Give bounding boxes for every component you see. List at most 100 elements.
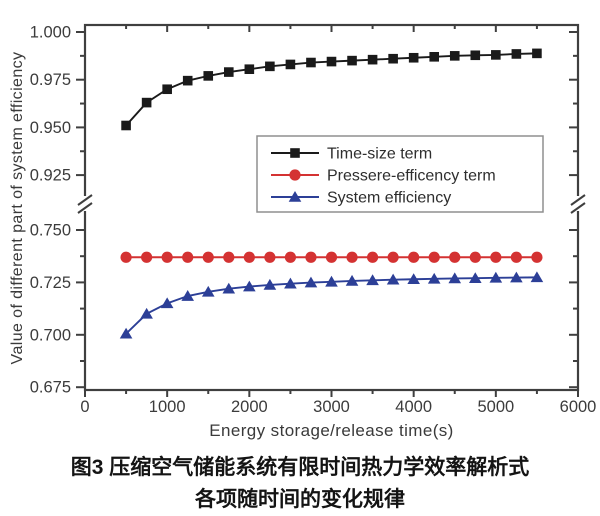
marker-circle — [202, 251, 214, 263]
marker-triangle — [304, 276, 318, 288]
marker-circle — [305, 251, 317, 263]
x-tick-label: 0 — [80, 398, 89, 416]
legend-item-time-size-term: Time-size term — [271, 146, 432, 163]
x-tick-label: 3000 — [313, 398, 350, 416]
legend-item-system-efficiency: System efficiency — [271, 190, 451, 207]
figure-caption: 图3 压缩空气储能系统有限时间热力学效率解析式 各项随时间的变化规律 — [0, 452, 600, 515]
marker-square — [408, 52, 419, 63]
series-time-size-term — [121, 48, 542, 131]
marker-square — [162, 84, 172, 95]
marker-triangle — [366, 274, 379, 286]
marker-triangle — [119, 327, 133, 339]
y-tick-label: 0.700 — [30, 326, 71, 344]
marker-triangle — [325, 275, 338, 287]
marker-square — [182, 75, 193, 86]
marker-circle — [408, 251, 420, 263]
marker-circle — [366, 251, 379, 263]
marker-square — [429, 52, 440, 62]
legend-label: Pressere-efficency term — [327, 168, 496, 185]
marker-circle — [289, 169, 301, 181]
figure-caption-line1: 图3 压缩空气储能系统有限时间热力学效率解析式 — [70, 456, 530, 479]
marker-triangle — [448, 272, 462, 284]
tick-labels: 0 1000 2000 3000 4000 5000 6000 1.000 0.975 0.950… — [30, 24, 597, 417]
series-pressere-efficency-term — [120, 251, 543, 263]
x-tick-label: 5000 — [477, 398, 514, 416]
marker-square — [244, 64, 255, 75]
marker-square — [290, 148, 300, 158]
marker-square — [511, 49, 522, 59]
marker-triangle — [345, 274, 359, 286]
x-axis-title: Energy storage/release time(s) — [209, 421, 454, 440]
marker-triangle — [407, 273, 420, 285]
marker-square — [367, 54, 378, 65]
marker-triangle — [510, 271, 523, 283]
marker-square — [203, 71, 214, 81]
legend-item-pressere-efficency-term: Pressere-efficency term — [271, 168, 496, 185]
marker-circle — [490, 251, 502, 263]
marker-triangle — [386, 273, 400, 285]
marker-triangle — [222, 282, 236, 294]
marker-circle — [387, 251, 399, 263]
marker-circle — [346, 251, 358, 263]
axis-break — [570, 194, 586, 214]
marker-triangle — [140, 307, 153, 319]
marker-square — [470, 50, 481, 61]
marker-circle — [469, 251, 481, 263]
marker-circle — [284, 251, 297, 263]
marker-circle — [325, 251, 338, 263]
y-tick-label: 0.925 — [30, 167, 71, 185]
marker-square — [532, 48, 542, 59]
marker-square — [326, 56, 337, 67]
y-tick-label: 0.725 — [30, 274, 71, 292]
marker-triangle — [181, 290, 195, 301]
marker-circle — [182, 251, 194, 263]
axis-break — [77, 194, 93, 214]
y-axis-title: Value of different part of system effici… — [9, 51, 26, 365]
marker-square — [306, 57, 316, 68]
y-tick-label: 0.950 — [30, 119, 71, 137]
series-system-efficiency — [119, 271, 544, 339]
marker-circle — [223, 251, 235, 263]
marker-square — [347, 55, 357, 66]
marker-triangle — [243, 280, 256, 292]
marker-square — [223, 67, 234, 77]
x-tick-label: 4000 — [395, 398, 432, 416]
marker-circle — [243, 251, 255, 263]
marker-triangle — [489, 271, 503, 283]
x-tick-label: 2000 — [231, 398, 268, 416]
marker-circle — [264, 251, 276, 263]
legend-label: System efficiency — [327, 190, 451, 207]
marker-triangle — [284, 277, 297, 289]
marker-circle — [141, 251, 153, 263]
figure-caption-line2: 各项随时间的变化规律 — [195, 487, 405, 511]
marker-circle — [531, 251, 543, 263]
marker-triangle — [263, 278, 277, 290]
legend: Time-size term Pressere-efficency term Sys… — [256, 135, 544, 213]
y-tick-label: 0.675 — [30, 379, 71, 397]
legend-label: Time-size term — [327, 146, 432, 163]
x-tick-label: 6000 — [560, 398, 597, 416]
chart-plot: 0 1000 2000 3000 4000 5000 6000 1.000 0.975 0.950… — [30, 24, 597, 417]
marker-triangle — [160, 297, 174, 309]
marker-square — [265, 61, 275, 72]
y-tick-label: 1.000 — [30, 24, 71, 42]
marker-triangle — [468, 272, 482, 284]
marker-square — [285, 59, 296, 70]
marker-circle — [449, 251, 461, 263]
marker-square — [121, 120, 131, 131]
marker-square — [449, 51, 460, 61]
marker-circle — [510, 251, 522, 263]
marker-triangle — [201, 285, 215, 297]
marker-square — [491, 50, 501, 60]
marker-square — [388, 53, 398, 64]
x-tick-label: 1000 — [149, 398, 186, 416]
marker-triangle — [427, 272, 441, 284]
marker-circle — [161, 251, 173, 263]
marker-circle — [120, 251, 132, 263]
y-tick-label: 0.750 — [30, 222, 71, 240]
marker-square — [141, 97, 152, 108]
marker-triangle — [530, 271, 544, 283]
y-tick-label: 0.975 — [30, 71, 71, 89]
marker-triangle — [288, 191, 302, 202]
